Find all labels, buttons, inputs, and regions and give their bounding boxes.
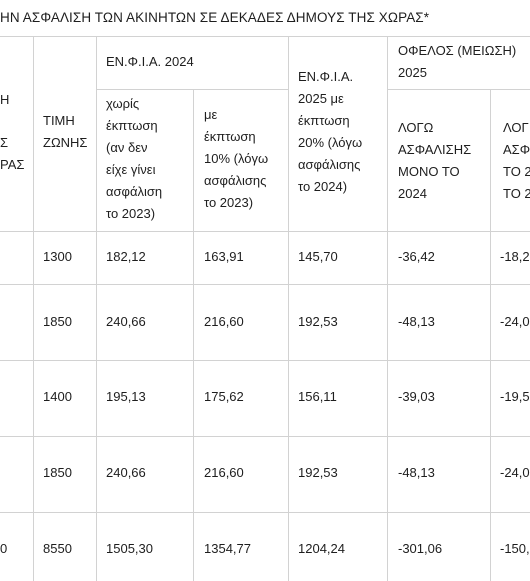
table-cell-benefit-2024: -39,03 — [398, 389, 435, 404]
table-cell-zone: 1850 — [43, 314, 72, 329]
grid-line — [0, 360, 530, 361]
table-cell-benefit-2024: -36,42 — [398, 249, 435, 264]
table-cell-discount-10: 175,62 — [204, 389, 244, 404]
grid-line — [0, 512, 530, 513]
table-cell-benefit-cut: -24,0 — [500, 314, 530, 329]
table-cell-no-discount: 182,12 — [106, 249, 146, 264]
grid-line — [0, 436, 530, 437]
grid-line — [0, 36, 530, 37]
table-title: ΗΝ ΑΣΦΑΛΙΣΗ ΤΩΝ ΑΚΙΝΗΤΩΝ ΣΕ ΔΕΚΑΔΕΣ ΔΗΜΟ… — [0, 10, 430, 25]
grid-line — [288, 36, 289, 581]
header-col0-line: Σ — [0, 135, 9, 150]
table-cell-no-discount: 240,66 — [106, 314, 146, 329]
table-cell-enfia-2025: 156,11 — [298, 389, 337, 404]
table-cell-zone: 1400 — [43, 389, 72, 404]
table-cell-zone: 8550 — [43, 541, 72, 556]
table-cell-no-discount: 240,66 — [106, 465, 146, 480]
table-cell-discount-10: 1354,77 — [204, 541, 251, 556]
table-cell-discount-10: 216,60 — [204, 314, 244, 329]
table-cell-enfia-2025: 145,70 — [298, 249, 338, 264]
table-cell-col0: 0 — [0, 541, 8, 556]
header-benefit: ΟΦΕΛΟΣ (ΜΕΙΩΣΗ) 2025 — [398, 43, 517, 80]
grid-line — [387, 89, 530, 90]
header-zone-price: ΤΙΜΗ ΖΩΝΗΣ — [43, 113, 88, 150]
table-cell-enfia-2025: 1204,24 — [298, 541, 345, 556]
table-cell-benefit-cut: -150, — [500, 541, 530, 556]
grid-line — [387, 36, 388, 581]
table-cell-benefit-cut: -24,0 — [500, 465, 530, 480]
table-cell-zone: 1850 — [43, 465, 72, 480]
grid-line — [33, 36, 34, 581]
table-cell-benefit-2024: -48,13 — [398, 465, 435, 480]
table-cell-discount-10: 163,91 — [204, 249, 244, 264]
header-enfia-2024: ΕΝ.Φ.Ι.Α. 2024 — [106, 54, 194, 69]
table-cell-benefit-cut: -18,2 — [500, 249, 530, 264]
grid-line — [0, 231, 530, 232]
grid-line — [193, 89, 194, 581]
grid-line — [490, 89, 491, 581]
table-cell-no-discount: 195,13 — [106, 389, 146, 404]
grid-line — [96, 89, 288, 90]
table-cell-benefit-cut: -19,5 — [500, 389, 530, 404]
header-enfia-2025: ΕΝ.Φ.Ι.Α. 2025 με έκπτωση 20% (λόγω ασφά… — [298, 69, 363, 194]
table-cell-benefit-2024: -48,13 — [398, 314, 435, 329]
table-cell-no-discount: 1505,30 — [106, 541, 153, 556]
table-cell-zone: 1300 — [43, 249, 72, 264]
header-due-insurance-cut: ΛΟΓ ΑΣΦ ΤΟ 2 ΤΟ 2 — [503, 120, 530, 201]
header-due-insurance-2024: ΛΟΓΩ ΑΣΦΑΛΙΣΗΣ ΜΟΝΟ ΤΟ 2024 — [398, 120, 472, 201]
header-with-discount: με έκπτωση 10% (λόγω ασφάλισης το 2023) — [204, 107, 269, 210]
header-col0-line: ΡΑΣ — [0, 157, 25, 172]
table-cell-discount-10: 216,60 — [204, 465, 244, 480]
header-col0-line: Η — [0, 92, 10, 107]
table-cell-benefit-2024: -301,06 — [398, 541, 443, 556]
table-cell-enfia-2025: 192,53 — [298, 314, 338, 329]
header-without-discount: χωρίς έκπτωση (αν δεν είχε γίνει ασφάλισ… — [106, 96, 163, 221]
table-cell-enfia-2025: 192,53 — [298, 465, 338, 480]
grid-line — [96, 36, 97, 581]
grid-line — [0, 284, 530, 285]
